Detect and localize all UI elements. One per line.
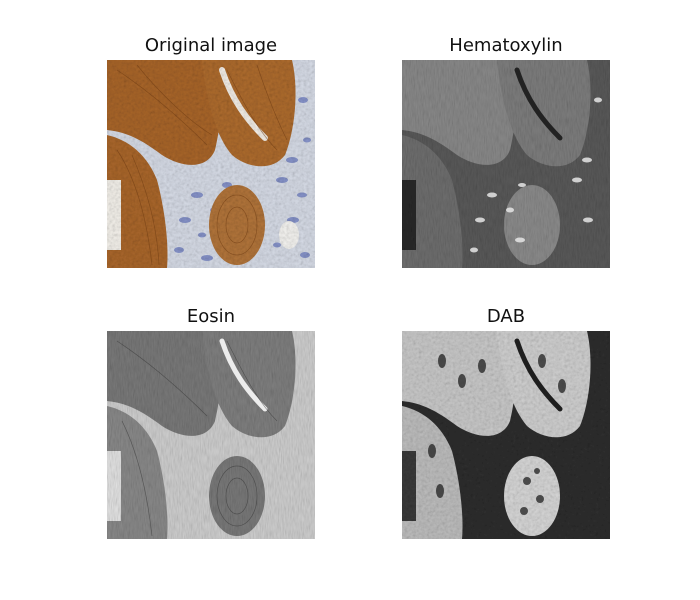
panel-title: Hematoxylin: [449, 35, 563, 56]
panel-title: Original image: [144, 35, 278, 56]
hematoxylin-channel-image: [402, 60, 610, 268]
dab-channel-image: [402, 331, 610, 539]
panel-title: DAB: [486, 306, 526, 327]
panel-title: Eosin: [186, 306, 236, 327]
eosin-channel-image: [107, 331, 315, 539]
original-stain-image: [107, 60, 315, 268]
